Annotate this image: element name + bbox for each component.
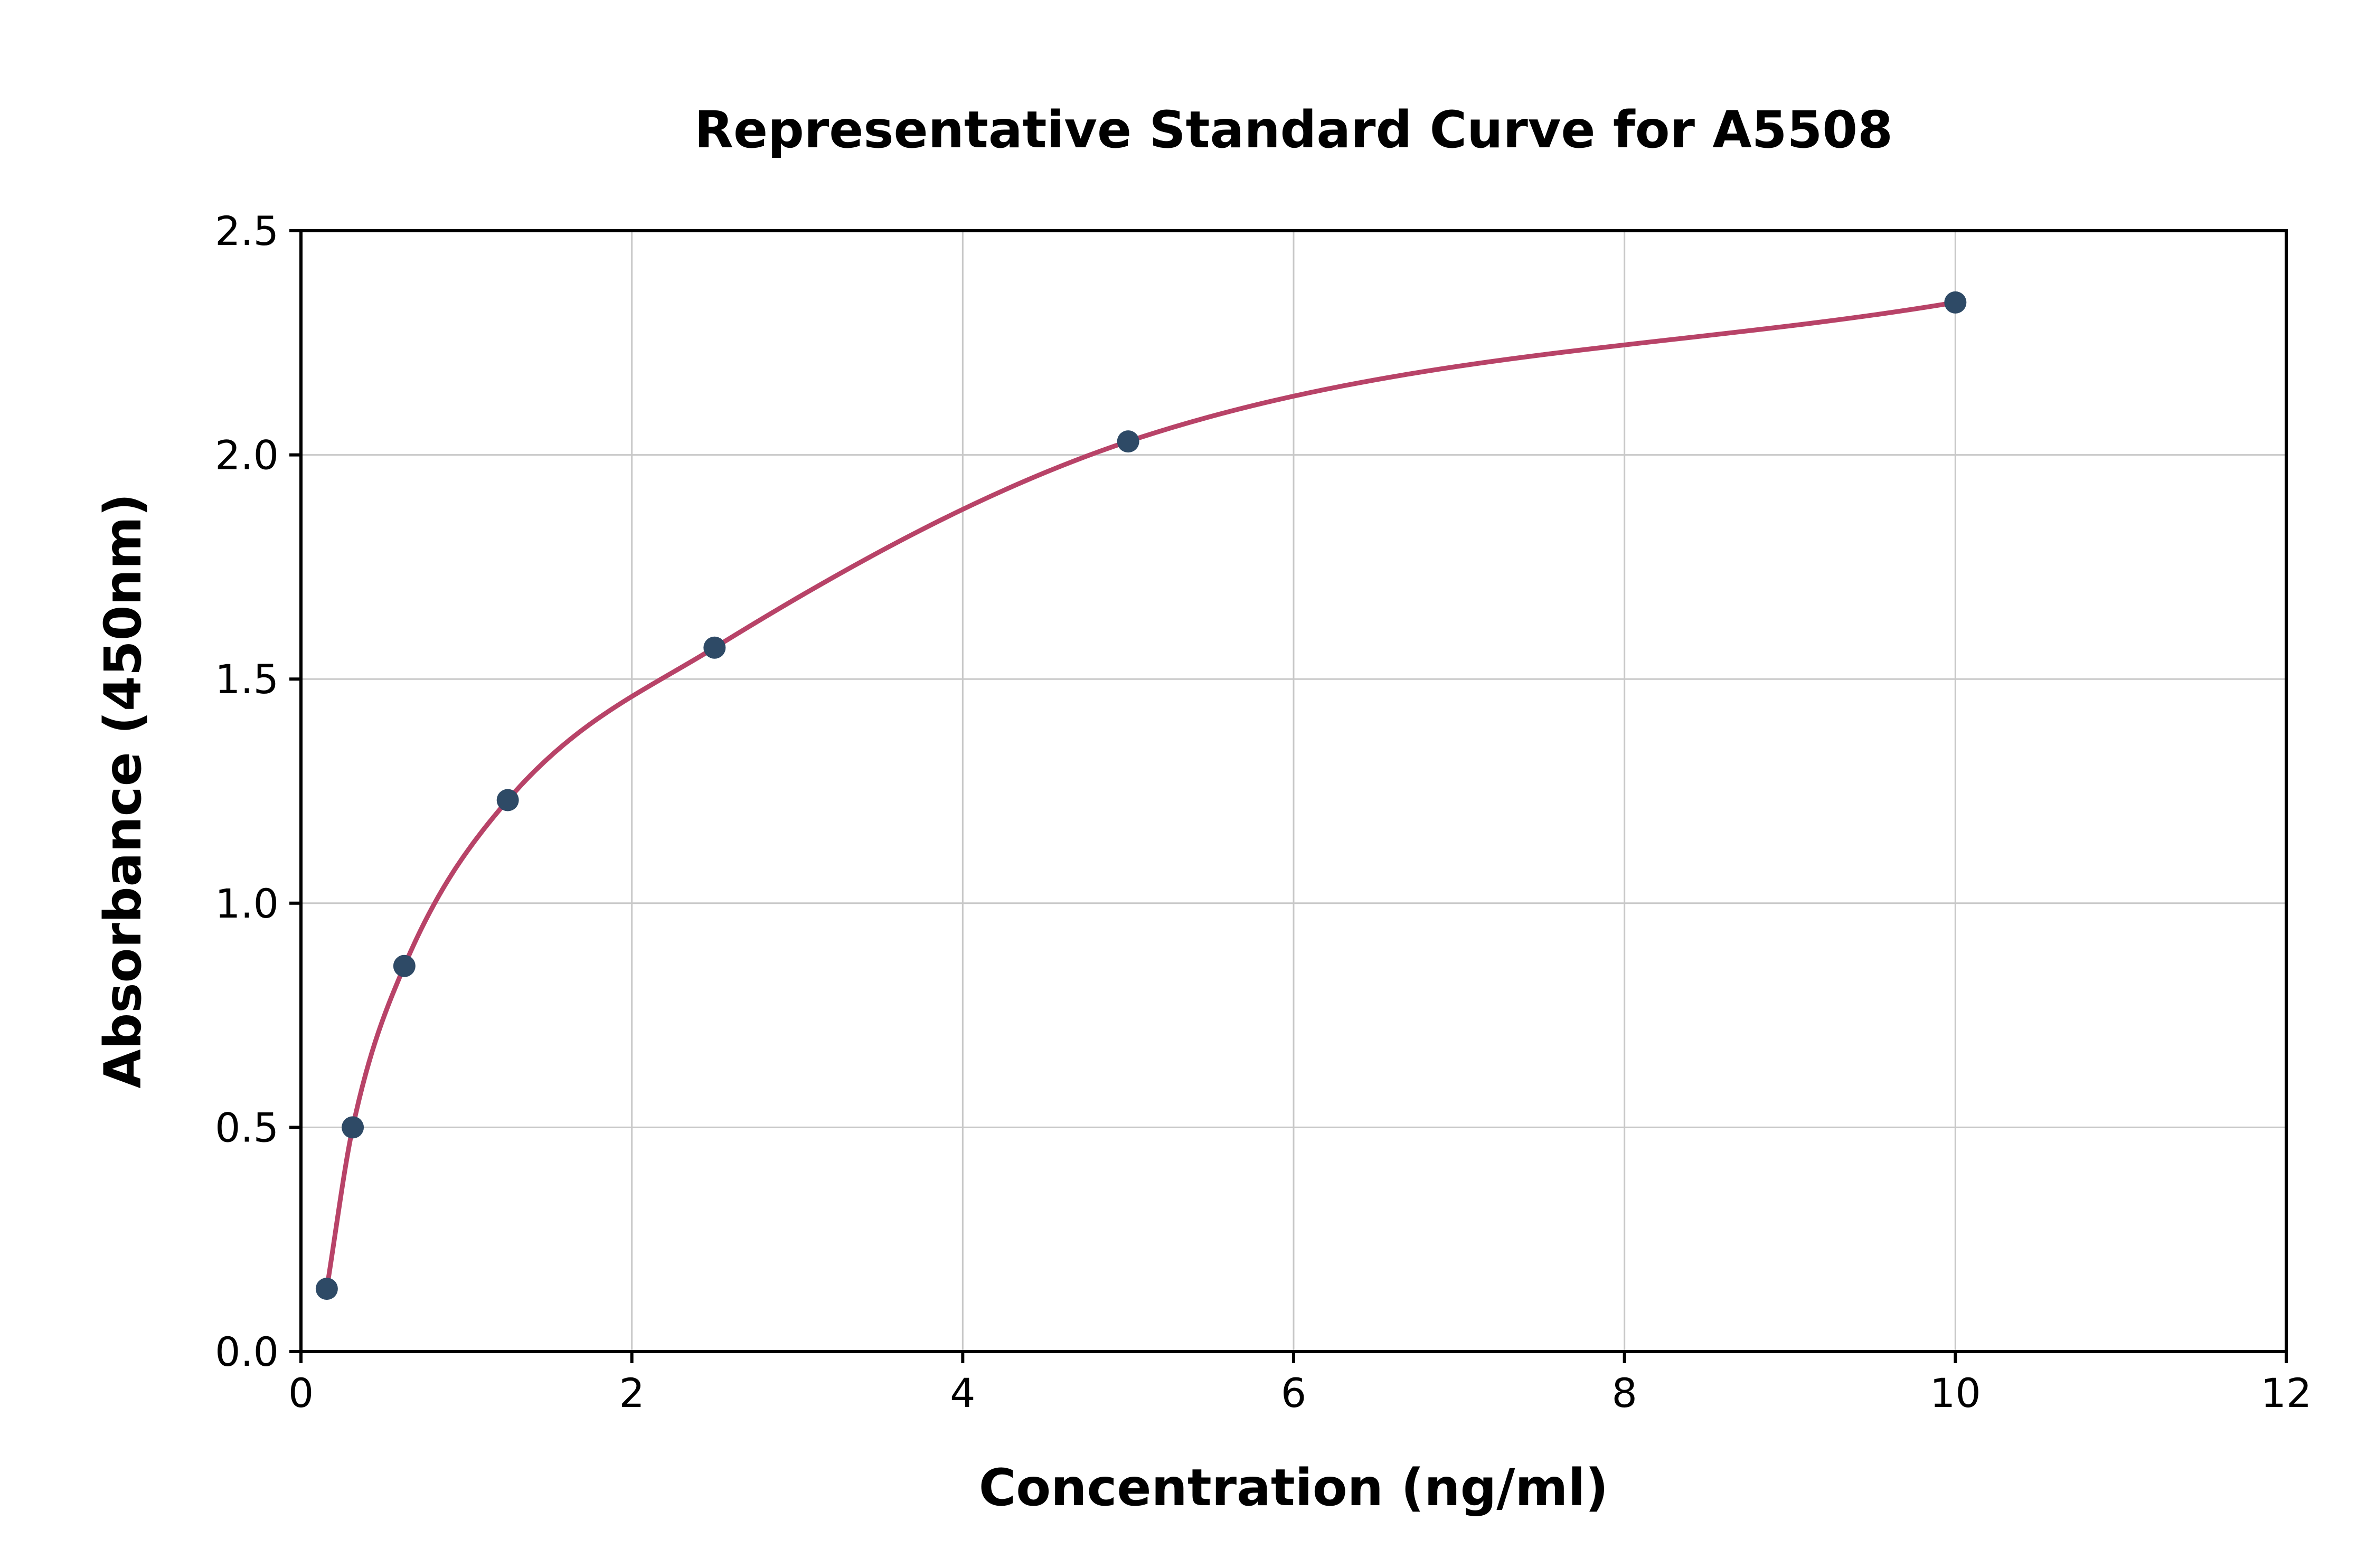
data-point [342,1116,364,1139]
y-axis-label: Absorbance (450nm) [93,493,153,1089]
x-tick-label: 6 [1281,1369,1306,1416]
fit-curve [324,300,1958,1291]
x-tick-label: 4 [950,1369,975,1416]
x-tick-label: 10 [1930,1369,1981,1416]
data-point [1117,430,1139,453]
data-point [1944,291,1967,314]
x-tick-label: 0 [288,1369,314,1416]
x-tick-label: 2 [619,1369,644,1416]
data-point [496,789,519,811]
data-point [393,955,416,977]
y-tick-label: 0.0 [215,1328,279,1375]
y-tick-label: 1.5 [215,656,279,703]
x-tick-label: 8 [1611,1369,1637,1416]
x-axis-label: Concentration (ng/ml) [978,1458,1609,1517]
data-point [315,1278,338,1300]
x-tick-label: 12 [2261,1369,2312,1416]
chart-title: Representative Standard Curve for A5508 [694,100,1893,159]
y-tick-label: 1.0 [215,880,279,927]
data-point [703,636,726,659]
y-tick-label: 2.0 [215,432,279,479]
y-tick-label: 2.5 [215,207,279,254]
y-tick-label: 0.5 [215,1104,279,1151]
